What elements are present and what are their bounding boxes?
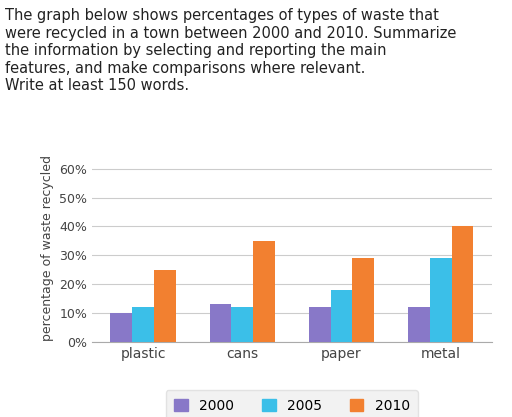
Bar	[309, 307, 331, 342]
Bar	[110, 313, 132, 342]
Legend: 2000, 2005, 2010: 2000, 2005, 2010	[166, 390, 418, 417]
Y-axis label: percentage of waste recycled: percentage of waste recycled	[41, 155, 54, 341]
Bar	[253, 241, 275, 342]
Text: The graph below shows percentages of types of waste that
were recycled in a town: The graph below shows percentages of typ…	[5, 8, 457, 93]
Bar	[408, 307, 430, 342]
Bar	[231, 307, 253, 342]
Bar	[331, 290, 352, 342]
Bar	[154, 270, 176, 342]
Bar	[352, 258, 374, 342]
Bar	[209, 304, 231, 342]
Bar	[452, 226, 474, 342]
Bar	[430, 258, 452, 342]
Bar	[132, 307, 154, 342]
